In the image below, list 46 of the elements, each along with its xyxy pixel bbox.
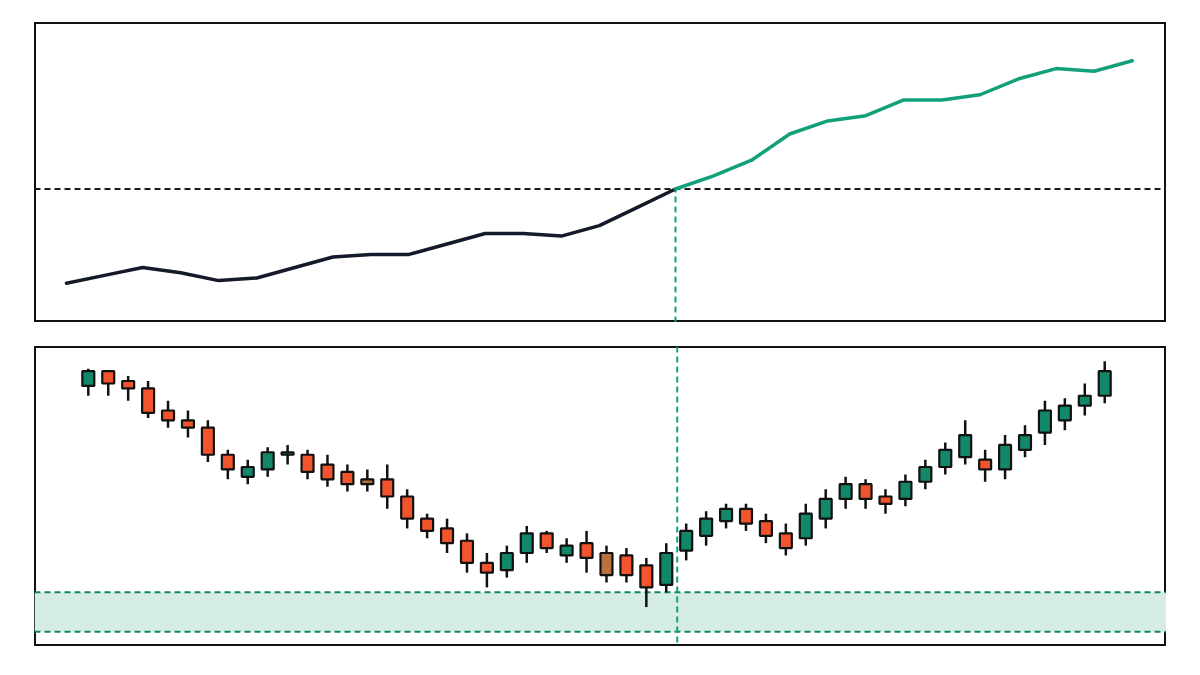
candlestick — [938, 441, 953, 476]
candlestick — [320, 453, 335, 488]
candlestick — [519, 524, 534, 565]
candlestick — [838, 475, 853, 511]
candlestick — [559, 537, 574, 565]
candlestick — [220, 448, 235, 481]
candlestick — [898, 473, 913, 508]
candlestick — [340, 463, 355, 493]
candlestick — [240, 458, 255, 486]
candlestick — [718, 502, 734, 530]
candlestick — [738, 502, 754, 533]
candlestick — [499, 544, 514, 579]
candlestick — [699, 509, 714, 547]
candlestick — [778, 522, 793, 557]
candlestick — [101, 369, 116, 398]
candlestick — [360, 468, 375, 493]
candlestick — [978, 448, 993, 484]
candlestick — [1077, 382, 1092, 417]
candlestick — [400, 487, 415, 530]
candlestick — [599, 544, 614, 584]
candlestick — [1017, 424, 1033, 459]
candlestick — [380, 463, 395, 511]
candlestick — [539, 529, 554, 555]
candlestick — [180, 409, 196, 439]
candlestick — [479, 551, 494, 589]
candlestick — [619, 546, 634, 584]
candlestick — [1037, 399, 1053, 447]
candlestick — [300, 448, 315, 481]
candlestick — [639, 556, 654, 609]
candlestick — [459, 532, 475, 574]
candlestick — [81, 367, 96, 398]
candlestick — [679, 522, 694, 562]
candlestick — [280, 443, 295, 466]
candlestick — [878, 487, 893, 515]
candlestick — [958, 419, 973, 466]
candlestick — [918, 458, 933, 491]
candlestick — [579, 529, 594, 574]
candlestick — [420, 512, 435, 540]
candlestick — [439, 517, 455, 555]
candlestick — [1057, 396, 1072, 432]
candlestick — [818, 487, 833, 530]
candlestick — [758, 512, 773, 545]
candlestick — [260, 446, 275, 479]
candlestick — [121, 374, 136, 402]
candlestick — [858, 478, 873, 511]
candlestick — [160, 399, 176, 429]
